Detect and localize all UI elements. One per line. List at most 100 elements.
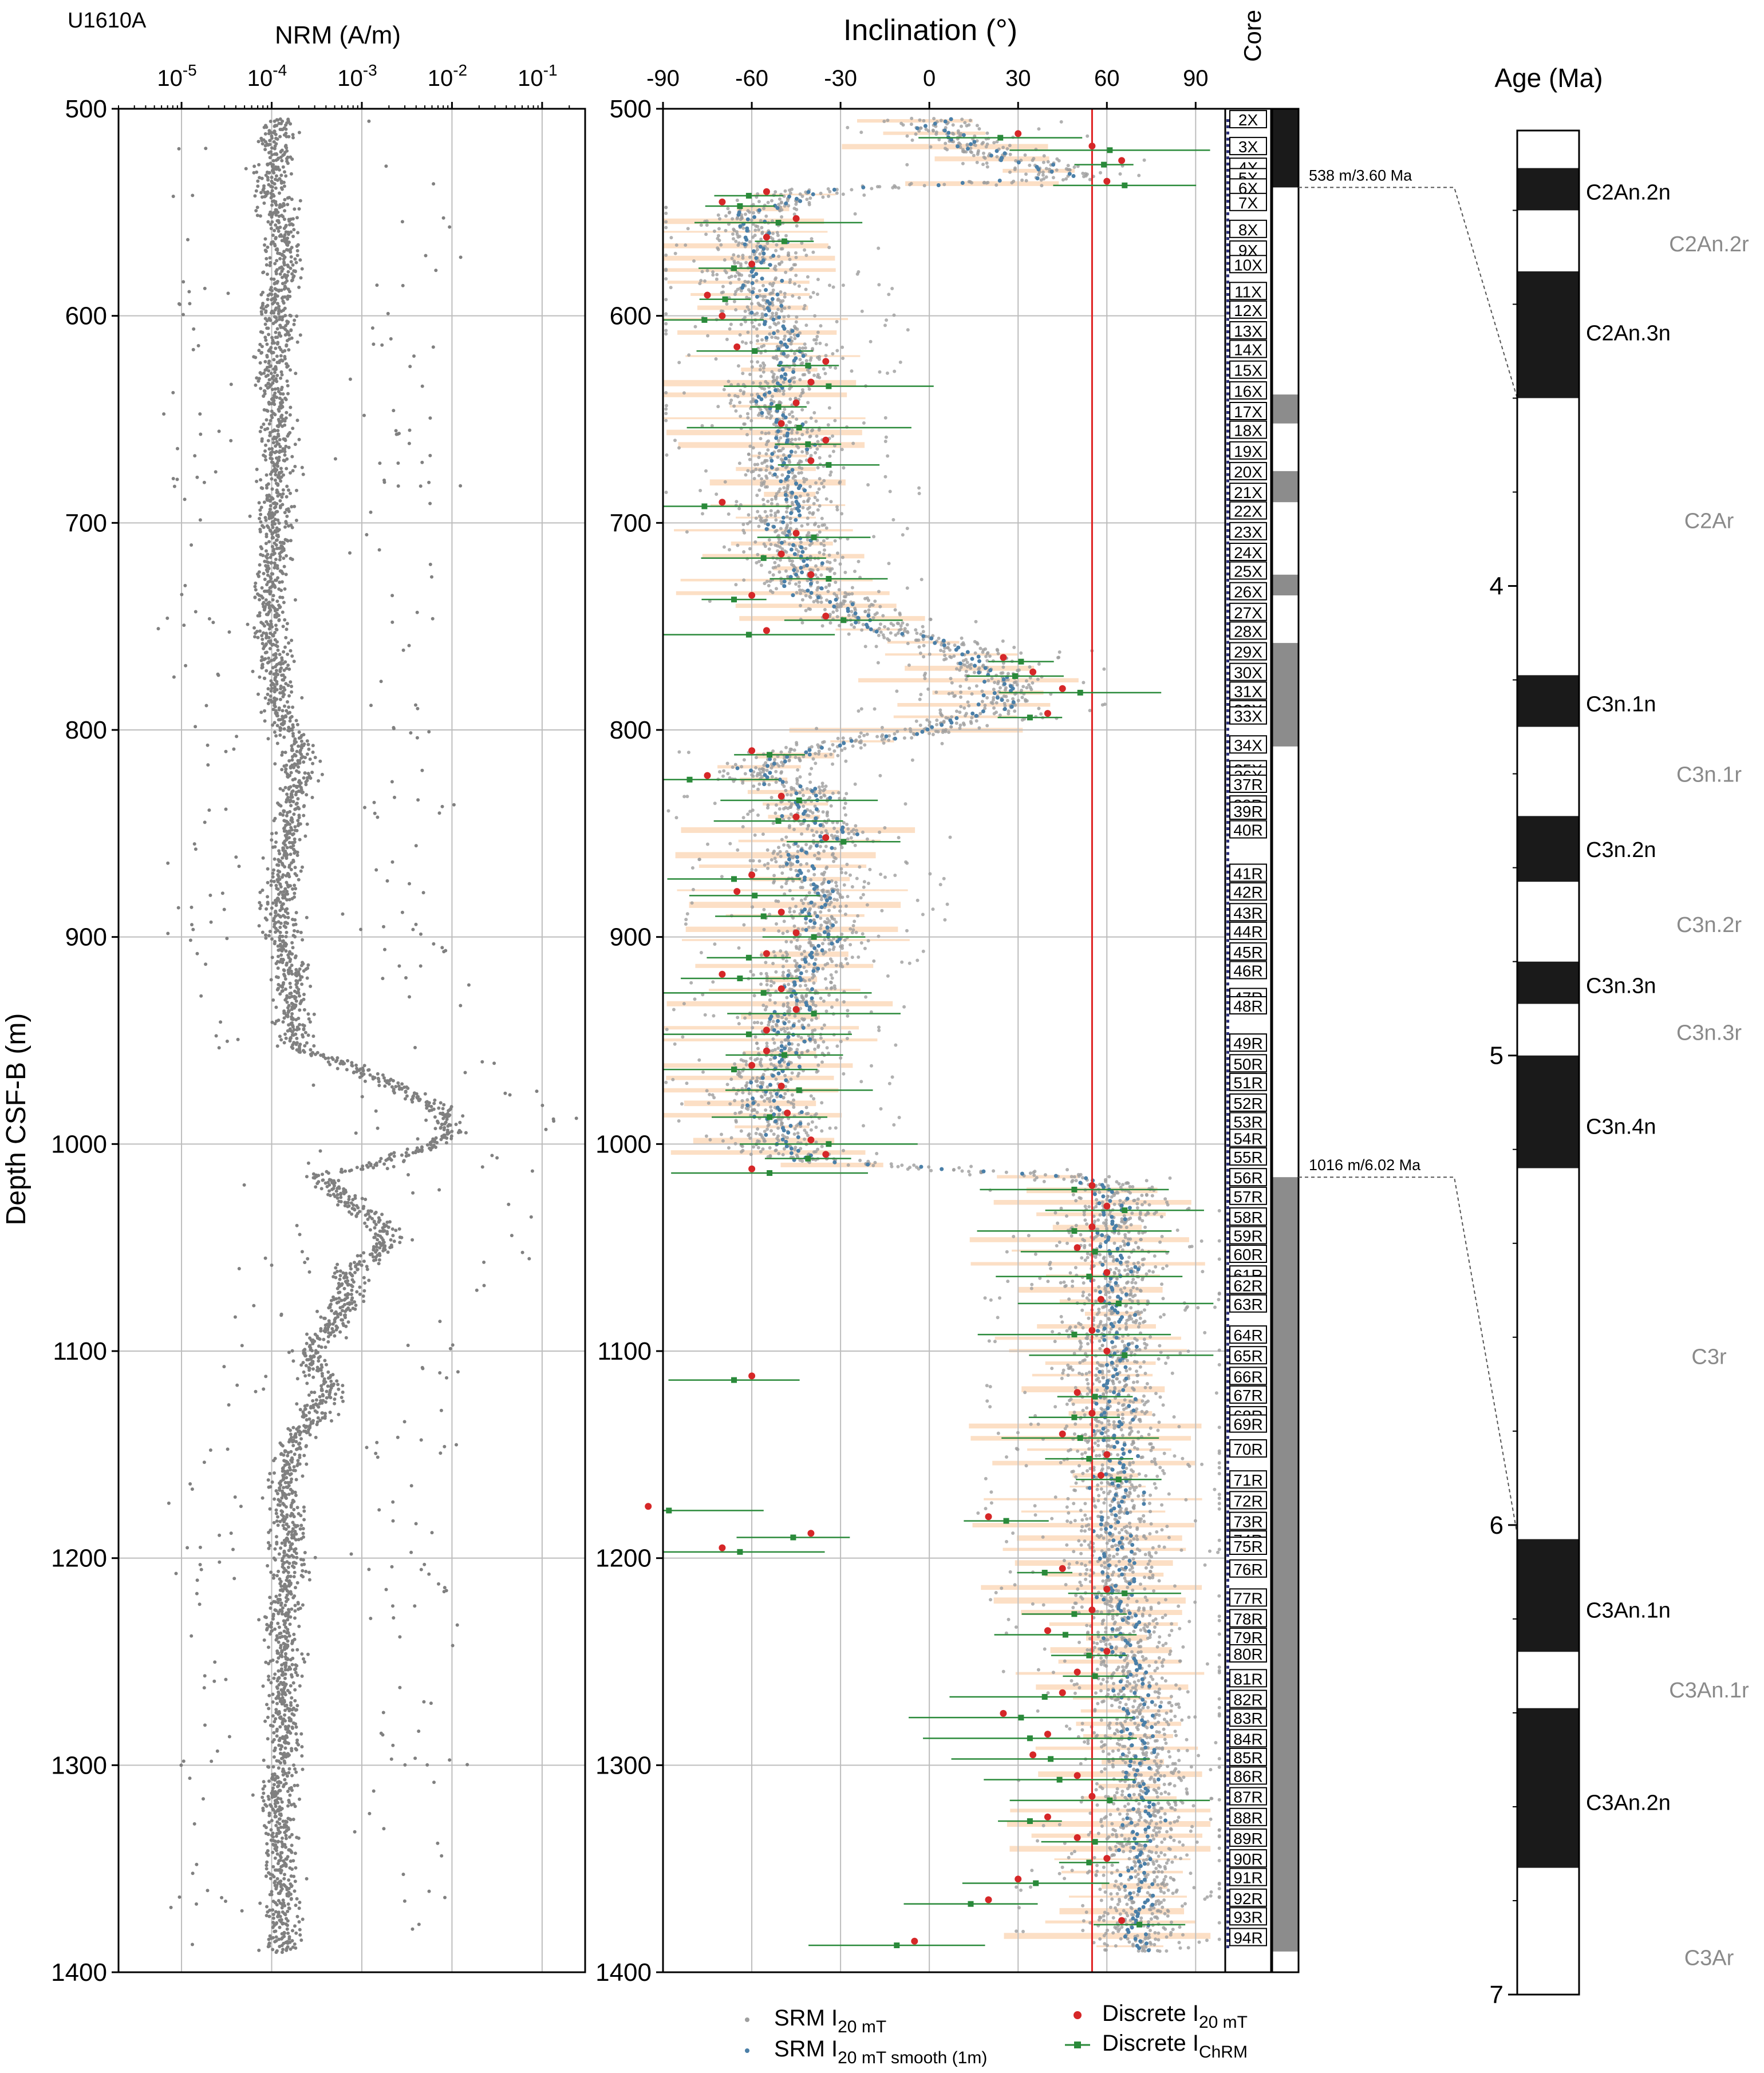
nrm-point [281,896,285,900]
srm-point [846,125,850,129]
nrm-point [442,1103,446,1107]
nrm-point [402,1899,407,1903]
nrm-point [389,1238,393,1242]
nrm-point [331,1322,335,1326]
srm-point [1041,173,1045,177]
nrm-point [392,1164,396,1168]
nrm-point [272,171,276,175]
srm-point [728,327,732,331]
nrm-point [429,1148,433,1152]
nrm-point [285,622,289,626]
nrm-point [263,360,267,364]
nrm-point [377,548,381,552]
nrm-point [281,392,285,396]
srm-point [700,270,704,274]
nrm-point [191,1871,195,1875]
nrm-point [293,1609,297,1613]
nrm-point [291,800,295,804]
nrm-point [327,1306,331,1310]
nrm-point [171,195,175,198]
nrm-point [207,808,211,812]
nrm-point [372,1235,376,1239]
nrm-point [367,119,371,123]
nrm-point [283,1604,287,1607]
nrm-point [278,451,281,454]
nrm-point [257,1618,261,1622]
nrm-point [286,652,290,656]
nrm-point [195,1902,198,1906]
nrm-point [281,1756,285,1760]
nrm-point [295,1463,299,1467]
nrm-point [305,1462,309,1466]
nrm-point [374,1223,378,1226]
nrm-point [254,581,258,585]
nrm-point [503,1091,507,1095]
nrm-point [266,692,270,696]
nrm-point [385,1167,389,1171]
nrm-point [270,163,274,167]
nrm-point [217,1046,221,1050]
nrm-point [282,601,286,605]
nrm-point [277,954,280,958]
nrm-point [299,975,303,978]
nrm-point [416,706,420,710]
nrm-point [294,802,298,806]
nrm-point [398,1685,402,1689]
nrm-point [271,1921,275,1924]
nrm-point [433,1127,437,1131]
nrm-point [280,570,284,574]
inc-band-segment [992,1460,1195,1466]
nrm-point [384,164,388,168]
nrm-point [194,610,198,614]
nrm-point [278,558,282,562]
nrm-point [279,406,283,410]
nrm-point [328,1376,332,1380]
nrm-point [267,1797,271,1801]
nrm-point [293,443,297,447]
nrm-point [369,704,373,708]
nrm-point [287,1525,290,1529]
nrm-point [259,710,263,714]
nrm-point [289,1574,293,1578]
nrm-point [276,1839,280,1843]
nrm-point [215,1749,219,1753]
nrm-point [440,946,444,950]
nrm-point [271,594,275,598]
nrm-point [272,819,276,823]
srm-point [756,339,760,343]
nrm-point [389,1757,393,1761]
srm-point [1031,159,1035,162]
nrm-point [281,678,285,682]
nrm-point [270,388,274,392]
nrm-point [273,1856,277,1860]
srm-point [824,343,828,347]
nrm-point [261,1809,265,1813]
nrm-point [262,125,266,129]
nrm-point [328,1063,332,1067]
srm-point [910,138,914,142]
nrm-point [265,1874,268,1878]
nrm-point [311,751,315,754]
srm-point [908,183,912,187]
nrm-point [273,147,277,151]
nrm-point [270,203,274,207]
srm-point [771,231,775,235]
nrm-point [286,196,290,200]
nrm-point [270,520,274,524]
nrm-point [351,1198,355,1202]
nrm-point [288,981,292,985]
nrm-point [289,328,293,332]
nrm-point [302,1370,306,1374]
nrm-point [278,992,282,996]
nrm-point [203,820,207,824]
srm-point [1142,158,1146,162]
nrm-point [282,1551,286,1554]
nrm-point [275,682,279,686]
nrm-point [275,1780,279,1784]
nrm-point [263,368,267,372]
nrm-point [289,255,293,259]
nrm-point [274,330,278,334]
nrm-point [270,153,274,157]
nrm-point [456,1370,460,1374]
nrm-point [181,280,186,284]
